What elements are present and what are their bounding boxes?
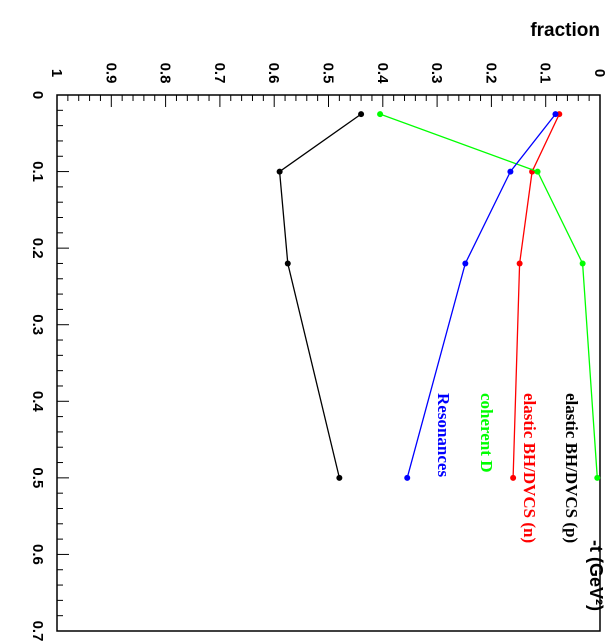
y-tick-label: 0.4 [374,63,391,85]
data-point [358,111,365,118]
x-tick-label: 0.6 [29,544,46,565]
y-tick-labels: 0 0.1 0.2 0.3 0.4 0.5 0.6 0.7 0.8 0.9 1 [48,63,608,85]
data-point [276,168,283,175]
data-point [377,111,384,118]
y-tick-label: 0.5 [320,63,337,84]
data-point [507,168,514,175]
x-tick-label: 0.5 [29,467,46,488]
series-line [406,113,557,479]
y-tick-label: 1 [48,69,65,77]
data-point [336,474,343,481]
series-line [278,113,362,479]
x-axis-title: -t (GeV²) [586,540,606,611]
y-tick-label: 0.7 [211,63,228,84]
data-point [510,474,517,481]
data-point [594,474,601,481]
axis-ticks [56,94,601,632]
x-tick-label: 0.3 [29,314,46,335]
x-tick-label: 0.2 [29,238,46,259]
data-point [462,260,469,267]
y-tick-label: 0.2 [482,63,499,84]
y-tick-label: 0.6 [265,63,282,84]
y-tick-label: 0.3 [428,63,445,84]
x-tick-label: 0.4 [29,391,46,413]
data-point [404,474,411,481]
x-tick-label: 0.1 [29,161,46,182]
x-tick-label: 0 [29,91,46,99]
y-tick-label: 0.1 [537,63,554,84]
data-point [552,111,559,118]
data-point [579,260,586,267]
legend-entry: elastic BH/DVCS (p) [562,393,581,543]
x-tick-label: 0.7 [29,621,46,642]
plot-frame [56,94,601,632]
y-tick-label: 0 [591,69,608,77]
legend-entry: coherent D [477,393,496,472]
data-point [284,260,291,267]
series-line [512,113,560,478]
legend-entry: elastic BH/DVCS (n) [520,393,539,543]
y-tick-label: 0.8 [157,63,174,84]
series-line [379,113,598,478]
y-tick-label: 0.9 [102,63,119,84]
data-point [534,168,541,175]
series-layer [276,111,601,481]
legend-entry: Resonances [434,393,453,477]
x-tick-labels: 0 0.1 0.2 0.3 0.4 0.5 0.6 0.7 [29,91,46,642]
data-point [516,260,523,267]
legend: elastic BH/DVCS (p) elastic BH/DVCS (n) co… [434,393,581,543]
y-axis-title: fraction [530,20,600,41]
